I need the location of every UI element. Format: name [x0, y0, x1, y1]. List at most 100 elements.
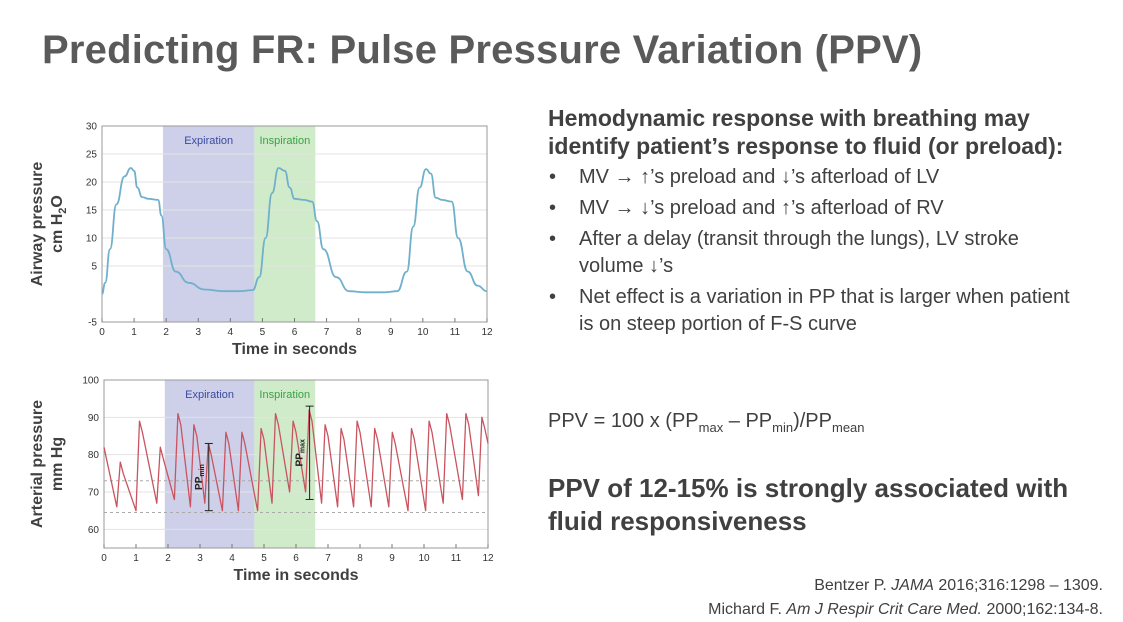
band-expiration — [162, 126, 255, 322]
x-tick-label: 4 — [228, 327, 234, 338]
pp-label-text: PPmax — [295, 439, 307, 466]
x-tick-label: 9 — [389, 553, 395, 564]
y-tick-label: 60 — [88, 525, 100, 536]
band-label: Inspiration — [259, 389, 310, 401]
pp-max-label: PPmax — [295, 439, 307, 466]
arterial-pressure-chart: Expiration Inspiration 60 70 80 90 100 0 1 2 3 4 5 6 7… — [29, 376, 494, 585]
y-axis-label: Airway pressure cm H2O — [29, 162, 69, 287]
pp-label-sub: max — [300, 439, 307, 453]
y-tick-label: 15 — [86, 206, 98, 217]
y-axis-label-line1: Arterial pressure — [29, 400, 46, 528]
x-tick-label: 9 — [388, 327, 394, 338]
x-tick-label: 8 — [356, 327, 362, 338]
bullet-text: MV → ↓’s preload and ↑’s afterload of RV — [579, 197, 944, 219]
y-tick-label: 100 — [82, 376, 99, 387]
x-tick-label: 11 — [450, 327, 461, 338]
band-label: Expiration — [185, 389, 234, 401]
y-tick-label: 30 — [86, 122, 98, 133]
section-heading: Hemodynamic response with breathing may … — [548, 105, 1064, 159]
x-tick-label: 11 — [451, 553, 462, 564]
pp-label-text: PPmin — [194, 464, 206, 490]
slide-title: Predicting FR: Pulse Pressure Variation … — [42, 28, 923, 72]
reference-details: 2000;162:134-8. — [982, 601, 1103, 618]
formula-part: PPV = 100 x (PP — [548, 410, 699, 432]
x-tick-label: 0 — [99, 327, 105, 338]
bullet-item: • MV → ↓’s preload and ↑’s afterload of R… — [548, 195, 1088, 222]
y-tick-label: 25 — [86, 150, 98, 161]
x-tick-label: 3 — [197, 553, 203, 564]
formula-sub: mean — [831, 420, 865, 435]
bullet-dot: • — [549, 166, 557, 188]
ppv-formula: PPV = 100 x (PPmax – PPmin)/PPmean — [548, 410, 865, 435]
conclusion-text: PPV of 12-15% is strongly associated wit… — [548, 473, 1069, 536]
pp-label-main: PP — [295, 453, 306, 467]
x-tick-label: 12 — [481, 327, 493, 338]
y-axis-label-line2: mm Hg — [49, 437, 66, 491]
reference-author: Michard F. — [708, 601, 787, 618]
y-axis-label-line1: Airway pressure — [29, 162, 46, 287]
y-axis-label-text: cm H — [49, 214, 66, 253]
y-axis-label-sub: 2 — [57, 208, 69, 214]
x-tick-label: 6 — [293, 553, 299, 564]
x-tick-label: 8 — [357, 553, 363, 564]
x-tick-label: 7 — [325, 553, 331, 564]
bullet-text: After a delay (transit through the lungs… — [579, 228, 1019, 277]
y-tick-label: -5 — [88, 318, 97, 329]
y-axis-label-tail: O — [49, 195, 66, 207]
y-tick-label: 5 — [91, 262, 97, 273]
x-tick-label: 6 — [292, 327, 298, 338]
bullet-dot: • — [549, 228, 557, 250]
formula-sub: min — [772, 420, 794, 435]
x-tick-label: 5 — [261, 553, 267, 564]
pp-min-label: PPmin — [194, 464, 206, 490]
x-tick-label: 4 — [229, 553, 235, 564]
reference-line: Bentzer P. JAMA 2016;316:1298 – 1309. — [708, 574, 1103, 598]
y-tick-label: 70 — [88, 488, 100, 499]
x-tick-label: 2 — [165, 553, 171, 564]
bullet-item: • Net effect is a variation in PP that is… — [548, 284, 1088, 338]
x-tick-label: 12 — [482, 553, 494, 564]
x-tick-label: 0 — [101, 553, 107, 564]
reference-journal: JAMA — [891, 577, 934, 594]
bullet-item: • MV → ↑’s preload and ↓’s afterload of L… — [548, 164, 1088, 191]
formula-part: – PP — [723, 410, 773, 432]
reference-details: 2016;316:1298 – 1309. — [933, 577, 1103, 594]
x-tick-label: 5 — [260, 327, 266, 338]
x-tick-label: 7 — [324, 327, 330, 338]
x-axis-label: Time in seconds — [232, 341, 357, 358]
text-panel: Hemodynamic response with breathing may … — [548, 104, 1088, 342]
airway-pressure-line — [101, 167, 488, 295]
pp-label-sub: min — [199, 464, 206, 476]
formula-sub: max — [698, 420, 724, 435]
x-tick-label: 1 — [131, 327, 137, 338]
y-tick-label: 20 — [86, 178, 98, 189]
band-expiration — [164, 380, 255, 548]
pp-label-main: PP — [194, 476, 205, 490]
band-label: Expiration — [184, 135, 233, 147]
y-tick-label: 10 — [86, 234, 98, 245]
x-tick-label: 3 — [195, 327, 201, 338]
bullet-dot: • — [549, 286, 557, 308]
x-axis-label: Time in seconds — [233, 567, 358, 584]
x-tick-label: 10 — [417, 327, 429, 338]
formula-part: )/PP — [793, 410, 832, 432]
x-tick-label: 10 — [418, 553, 430, 564]
y-tick-label: 90 — [88, 413, 100, 424]
y-axis-label-line2: cm H2O — [49, 195, 69, 253]
reference-line: Michard F. Am J Respir Crit Care Med. 20… — [708, 598, 1103, 622]
bullet-text: MV → ↑’s preload and ↓’s afterload of LV — [579, 166, 940, 188]
bullet-list: • MV → ↑’s preload and ↓’s afterload of L… — [548, 164, 1088, 338]
band-label: Inspiration — [259, 135, 310, 147]
band-inspiration — [254, 126, 316, 322]
x-tick-label: 2 — [163, 327, 169, 338]
reference-author: Bentzer P. — [814, 577, 892, 594]
references: Bentzer P. JAMA 2016;316:1298 – 1309. Mi… — [708, 574, 1103, 622]
y-tick-label: 80 — [88, 450, 100, 461]
y-axis-label-text: mm Hg — [49, 437, 66, 491]
bullet-item: • After a delay (transit through the lung… — [548, 226, 1088, 280]
bullet-text: Net effect is a variation in PP that is … — [579, 286, 1070, 335]
y-axis-label: Arterial pressure mm Hg — [29, 400, 66, 528]
reference-journal: Am J Respir Crit Care Med. — [786, 601, 982, 618]
arterial-pressure-line — [103, 409, 489, 512]
